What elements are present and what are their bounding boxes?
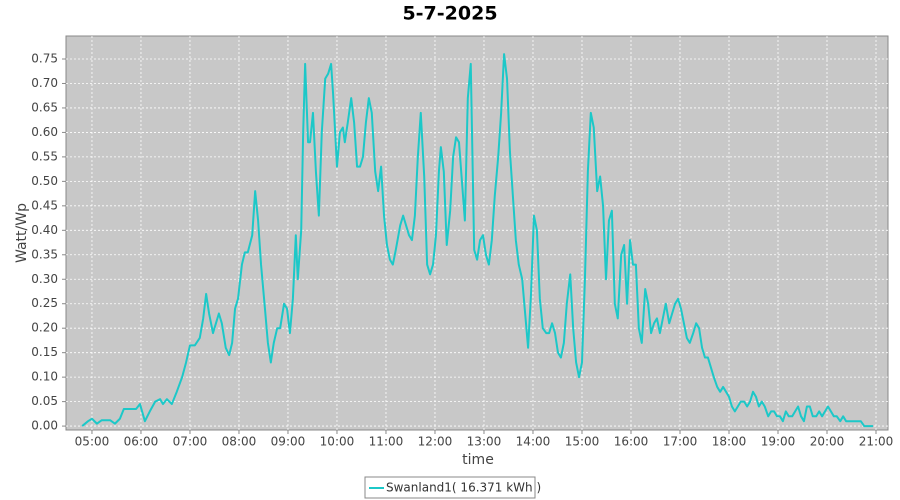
x-tick-label: 07:00 xyxy=(173,435,208,449)
y-tick-label: 0.35 xyxy=(31,247,58,261)
y-tick-label: 0.00 xyxy=(31,419,58,433)
x-tick-label: 20:00 xyxy=(810,435,845,449)
x-tick-label: 12:00 xyxy=(418,435,453,449)
x-tick-label: 08:00 xyxy=(222,435,257,449)
x-tick-label: 06:00 xyxy=(124,435,159,449)
plot-area xyxy=(65,35,889,431)
x-tick-label: 15:00 xyxy=(565,435,600,449)
y-tick-label: 0.15 xyxy=(31,345,58,359)
x-tick-label: 05:00 xyxy=(75,435,110,449)
x-tick-label: 10:00 xyxy=(320,435,355,449)
y-tick-label: 0.50 xyxy=(31,174,58,188)
legend-label: Swanland1( 16.371 kWh ) xyxy=(386,481,541,495)
y-tick-label: 0.40 xyxy=(31,223,58,237)
y-tick-label: 0.20 xyxy=(31,321,58,335)
y-tick-label: 0.30 xyxy=(31,272,58,286)
y-axis-title: Watt/Wp xyxy=(14,203,30,263)
x-tick-label: 13:00 xyxy=(467,435,502,449)
y-tick-label: 0.65 xyxy=(31,100,58,114)
x-tick-label: 17:00 xyxy=(663,435,698,449)
y-tick-label: 0.75 xyxy=(31,52,58,66)
y-tick-label: 0.45 xyxy=(31,198,58,212)
data-line xyxy=(81,53,874,428)
chart-title: 5-7-2025 xyxy=(402,3,497,25)
x-tick-label: 16:00 xyxy=(614,435,649,449)
y-tick-label: 0.10 xyxy=(31,370,58,384)
y-tick-label: 0.05 xyxy=(31,394,58,408)
y-tick-label: 0.70 xyxy=(31,76,58,90)
y-tick-label: 0.25 xyxy=(31,296,58,310)
x-tick-label: 21:00 xyxy=(859,435,894,449)
x-tick-label: 18:00 xyxy=(712,435,747,449)
x-tick-label: 19:00 xyxy=(761,435,796,449)
y-tick-label: 0.55 xyxy=(31,149,58,163)
x-axis-title: time xyxy=(462,452,494,468)
x-tick-label: 11:00 xyxy=(369,435,404,449)
legend xyxy=(364,476,536,499)
x-tick-label: 14:00 xyxy=(516,435,551,449)
x-tick-label: 09:00 xyxy=(271,435,306,449)
y-tick-label: 0.60 xyxy=(31,125,58,139)
